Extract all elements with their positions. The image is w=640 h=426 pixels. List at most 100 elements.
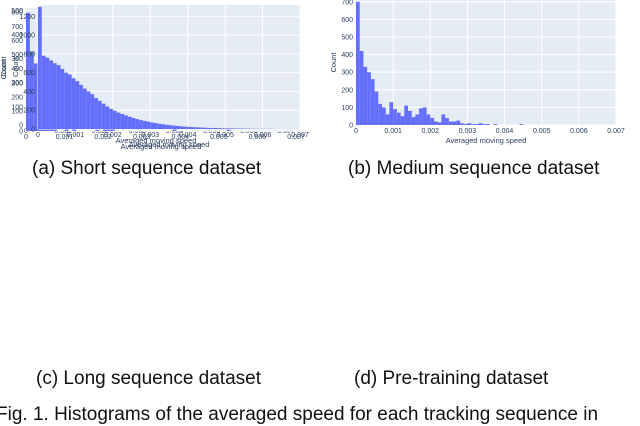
histogram-bar (479, 123, 483, 125)
histogram-bar (482, 124, 486, 125)
histogram-bar (360, 51, 364, 125)
x-tick-label: 0.007 (607, 128, 625, 135)
histogram-bar (467, 123, 471, 125)
x-tick-label: 0.004 (179, 132, 197, 139)
histogram-bar (120, 114, 124, 129)
y-tick-label: 300 (341, 70, 353, 77)
histogram-bar (68, 75, 72, 129)
caption-short: (a) Short sequence dataset (32, 158, 261, 180)
histogram-bar (356, 2, 360, 125)
histogram-bar (486, 124, 490, 125)
histogram-bar (471, 124, 475, 125)
x-tick-label: 0.003 (142, 132, 160, 139)
histogram-bar (109, 109, 113, 129)
histogram-bar (154, 123, 158, 129)
x-tick-label: 0.007 (291, 132, 309, 139)
y-tick-label: 200 (11, 94, 23, 101)
y-tick-label: 700 (11, 24, 23, 31)
histogram-bar (441, 114, 445, 125)
y-axis-label: Count (329, 52, 338, 73)
histogram-bar (169, 125, 173, 129)
histogram-bar (64, 73, 68, 129)
histogram-bar (180, 126, 184, 129)
x-tick-label: 0 (24, 134, 28, 141)
histogram-bar (143, 121, 147, 129)
histogram-bar (45, 58, 49, 129)
histogram-bar (210, 128, 214, 129)
histogram-bar (57, 65, 61, 129)
y-tick-label: 100 (11, 104, 23, 111)
histogram-bar (401, 116, 405, 125)
y-tick-label: 100 (341, 105, 353, 112)
histogram-bar (221, 128, 225, 129)
histogram-bar (162, 124, 166, 129)
histogram-bar (113, 111, 117, 129)
histogram-bar (453, 121, 457, 125)
histogram-bar (415, 114, 419, 125)
histogram-bar (83, 89, 87, 129)
histogram-bar (375, 92, 379, 125)
histogram-bar (382, 107, 386, 125)
y-tick-label: 700 (341, 0, 353, 6)
histogram-bar (378, 104, 382, 125)
y-tick-label: 200 (341, 87, 353, 94)
x-tick-label: 0.002 (104, 132, 122, 139)
histogram-bar (150, 122, 154, 129)
histogram-bar (423, 107, 427, 125)
histogram-bar (397, 113, 401, 125)
y-tick-label: 500 (341, 34, 353, 41)
histogram-bar (367, 72, 371, 125)
histogram-bar (363, 67, 367, 125)
histogram-bar (464, 124, 468, 125)
x-tick-label: 0.006 (254, 132, 272, 139)
histogram-bar (386, 114, 390, 125)
histogram-bar (75, 81, 79, 129)
caption-medium: (b) Medium sequence dataset (348, 158, 599, 180)
histogram-bar (199, 127, 203, 129)
histogram-bar (105, 106, 109, 129)
histogram-bar (191, 127, 195, 129)
histogram-bar (229, 128, 233, 129)
caption-pretraining: (d) Pre-training dataset (354, 368, 548, 390)
y-tick-label: 1000 (19, 33, 35, 40)
x-tick-label: 0.003 (459, 128, 477, 135)
caption-long: (c) Long sequence dataset (36, 368, 261, 390)
histogram-bar (147, 122, 151, 129)
histogram-bar (445, 118, 449, 125)
y-tick-label: 0 (349, 123, 353, 130)
histogram-bar (98, 101, 102, 129)
histogram-bar (72, 78, 76, 129)
y-tick-label: 800 (23, 51, 35, 58)
y-tick-label: 400 (23, 89, 35, 96)
histogram-bar (165, 125, 169, 129)
histogram-bar (79, 85, 83, 129)
histogram-bar (176, 126, 180, 129)
histogram-bar (158, 124, 162, 129)
histogram-bar (412, 117, 416, 125)
histogram-bar (53, 63, 57, 129)
x-tick-label: 0.006 (570, 128, 588, 135)
x-tick-label: 0.005 (533, 128, 551, 135)
histogram-bar (94, 98, 98, 129)
histogram-bar (124, 115, 128, 129)
histogram-bar (173, 126, 177, 129)
histogram-bar (438, 122, 442, 125)
y-tick-label: 400 (341, 52, 353, 59)
histogram-bar (493, 124, 497, 125)
y-tick-label: 600 (23, 70, 35, 77)
histogram-bar (42, 56, 46, 129)
histogram-bar (135, 119, 139, 129)
histogram-bar (117, 113, 121, 129)
histogram-bar (87, 91, 91, 129)
histogram-bar (218, 128, 222, 129)
histogram-bar (389, 102, 393, 125)
histogram-bar (128, 117, 132, 129)
x-axis-label: Averaged moving speed (129, 140, 210, 149)
histogram-bar (475, 124, 479, 125)
histogram-bar (456, 121, 460, 125)
